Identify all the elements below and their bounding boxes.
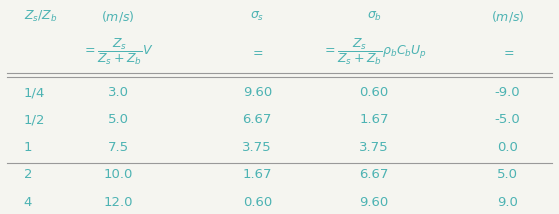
Text: $\sigma_b$: $\sigma_b$ [367,10,382,23]
Text: $(m/s)$: $(m/s)$ [101,9,135,24]
Text: 1: 1 [23,141,32,154]
Text: $=\dfrac{Z_s}{Z_s+Z_b}\rho_b C_b U_p$: $=\dfrac{Z_s}{Z_s+Z_b}\rho_b C_b U_p$ [321,37,427,67]
Text: 1.67: 1.67 [359,113,389,126]
Text: $\sigma_s$: $\sigma_s$ [250,10,264,23]
Text: 0.60: 0.60 [359,86,389,99]
Text: -9.0: -9.0 [495,86,520,99]
Text: 5.0: 5.0 [108,113,129,126]
Text: 7.5: 7.5 [108,141,129,154]
Text: 6.67: 6.67 [359,168,389,181]
Text: 0.0: 0.0 [497,141,518,154]
Text: 3.75: 3.75 [359,141,389,154]
Text: 9.60: 9.60 [243,86,272,99]
Text: $Z_s/Z_b$: $Z_s/Z_b$ [23,9,58,24]
Text: 12.0: 12.0 [103,196,133,208]
Text: $(m/s)$: $(m/s)$ [491,9,524,24]
Text: 6.67: 6.67 [243,113,272,126]
Text: 1.67: 1.67 [243,168,272,181]
Text: 0.60: 0.60 [243,196,272,208]
Text: -5.0: -5.0 [495,113,520,126]
Text: $=$: $=$ [250,45,264,58]
Text: 2: 2 [23,168,32,181]
Text: 3.0: 3.0 [108,86,129,99]
Text: 4: 4 [23,196,32,208]
Text: $=$: $=$ [501,45,514,58]
Text: 9.0: 9.0 [497,196,518,208]
Text: 3.75: 3.75 [243,141,272,154]
Text: 1/2: 1/2 [23,113,45,126]
Text: $=\dfrac{Z_s}{Z_s+Z_b}V$: $=\dfrac{Z_s}{Z_s+Z_b}V$ [83,37,154,67]
Text: 9.60: 9.60 [359,196,389,208]
Text: 5.0: 5.0 [497,168,518,181]
Text: 10.0: 10.0 [103,168,133,181]
Text: 1/4: 1/4 [23,86,45,99]
